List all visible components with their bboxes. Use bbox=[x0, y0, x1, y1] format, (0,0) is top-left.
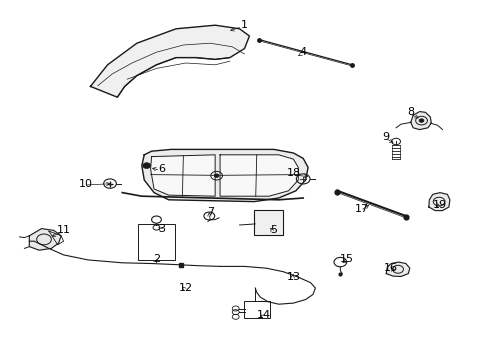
Text: 13: 13 bbox=[286, 272, 300, 282]
Text: 14: 14 bbox=[257, 310, 270, 320]
Circle shape bbox=[418, 119, 423, 122]
Polygon shape bbox=[90, 25, 249, 97]
Text: 6: 6 bbox=[158, 164, 164, 174]
Text: 4: 4 bbox=[299, 47, 306, 57]
Polygon shape bbox=[220, 155, 298, 196]
Circle shape bbox=[142, 163, 150, 168]
Polygon shape bbox=[428, 193, 449, 211]
Circle shape bbox=[214, 174, 219, 177]
Text: 10: 10 bbox=[79, 179, 92, 189]
Text: 2: 2 bbox=[153, 254, 160, 264]
Text: 7: 7 bbox=[206, 207, 213, 217]
FancyBboxPatch shape bbox=[254, 210, 283, 235]
Text: 18: 18 bbox=[286, 168, 300, 178]
Text: 12: 12 bbox=[179, 283, 192, 293]
Text: 9: 9 bbox=[382, 132, 389, 142]
Text: 17: 17 bbox=[354, 204, 368, 214]
Text: 15: 15 bbox=[340, 254, 353, 264]
Polygon shape bbox=[386, 262, 409, 276]
Text: 3: 3 bbox=[158, 224, 164, 234]
Polygon shape bbox=[29, 229, 61, 250]
Text: 19: 19 bbox=[432, 200, 446, 210]
Polygon shape bbox=[150, 155, 215, 196]
Text: 1: 1 bbox=[241, 20, 247, 30]
Polygon shape bbox=[410, 112, 430, 130]
Polygon shape bbox=[142, 149, 307, 202]
Text: 8: 8 bbox=[407, 107, 413, 117]
Text: 5: 5 bbox=[270, 225, 277, 235]
Text: 11: 11 bbox=[57, 225, 70, 235]
Text: 16: 16 bbox=[384, 263, 397, 273]
